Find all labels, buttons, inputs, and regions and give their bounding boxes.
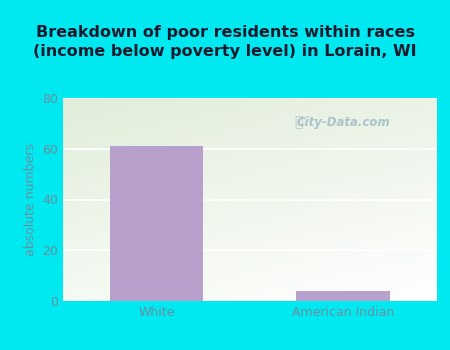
Text: ⌕: ⌕	[294, 116, 302, 130]
Bar	[297, 291, 390, 301]
Y-axis label: absolute numbers: absolute numbers	[23, 143, 36, 256]
Text: Breakdown of poor residents within races
(income below poverty level) in Lorain,: Breakdown of poor residents within races…	[33, 25, 417, 60]
Bar	[110, 146, 203, 301]
Text: City-Data.com: City-Data.com	[296, 116, 390, 129]
